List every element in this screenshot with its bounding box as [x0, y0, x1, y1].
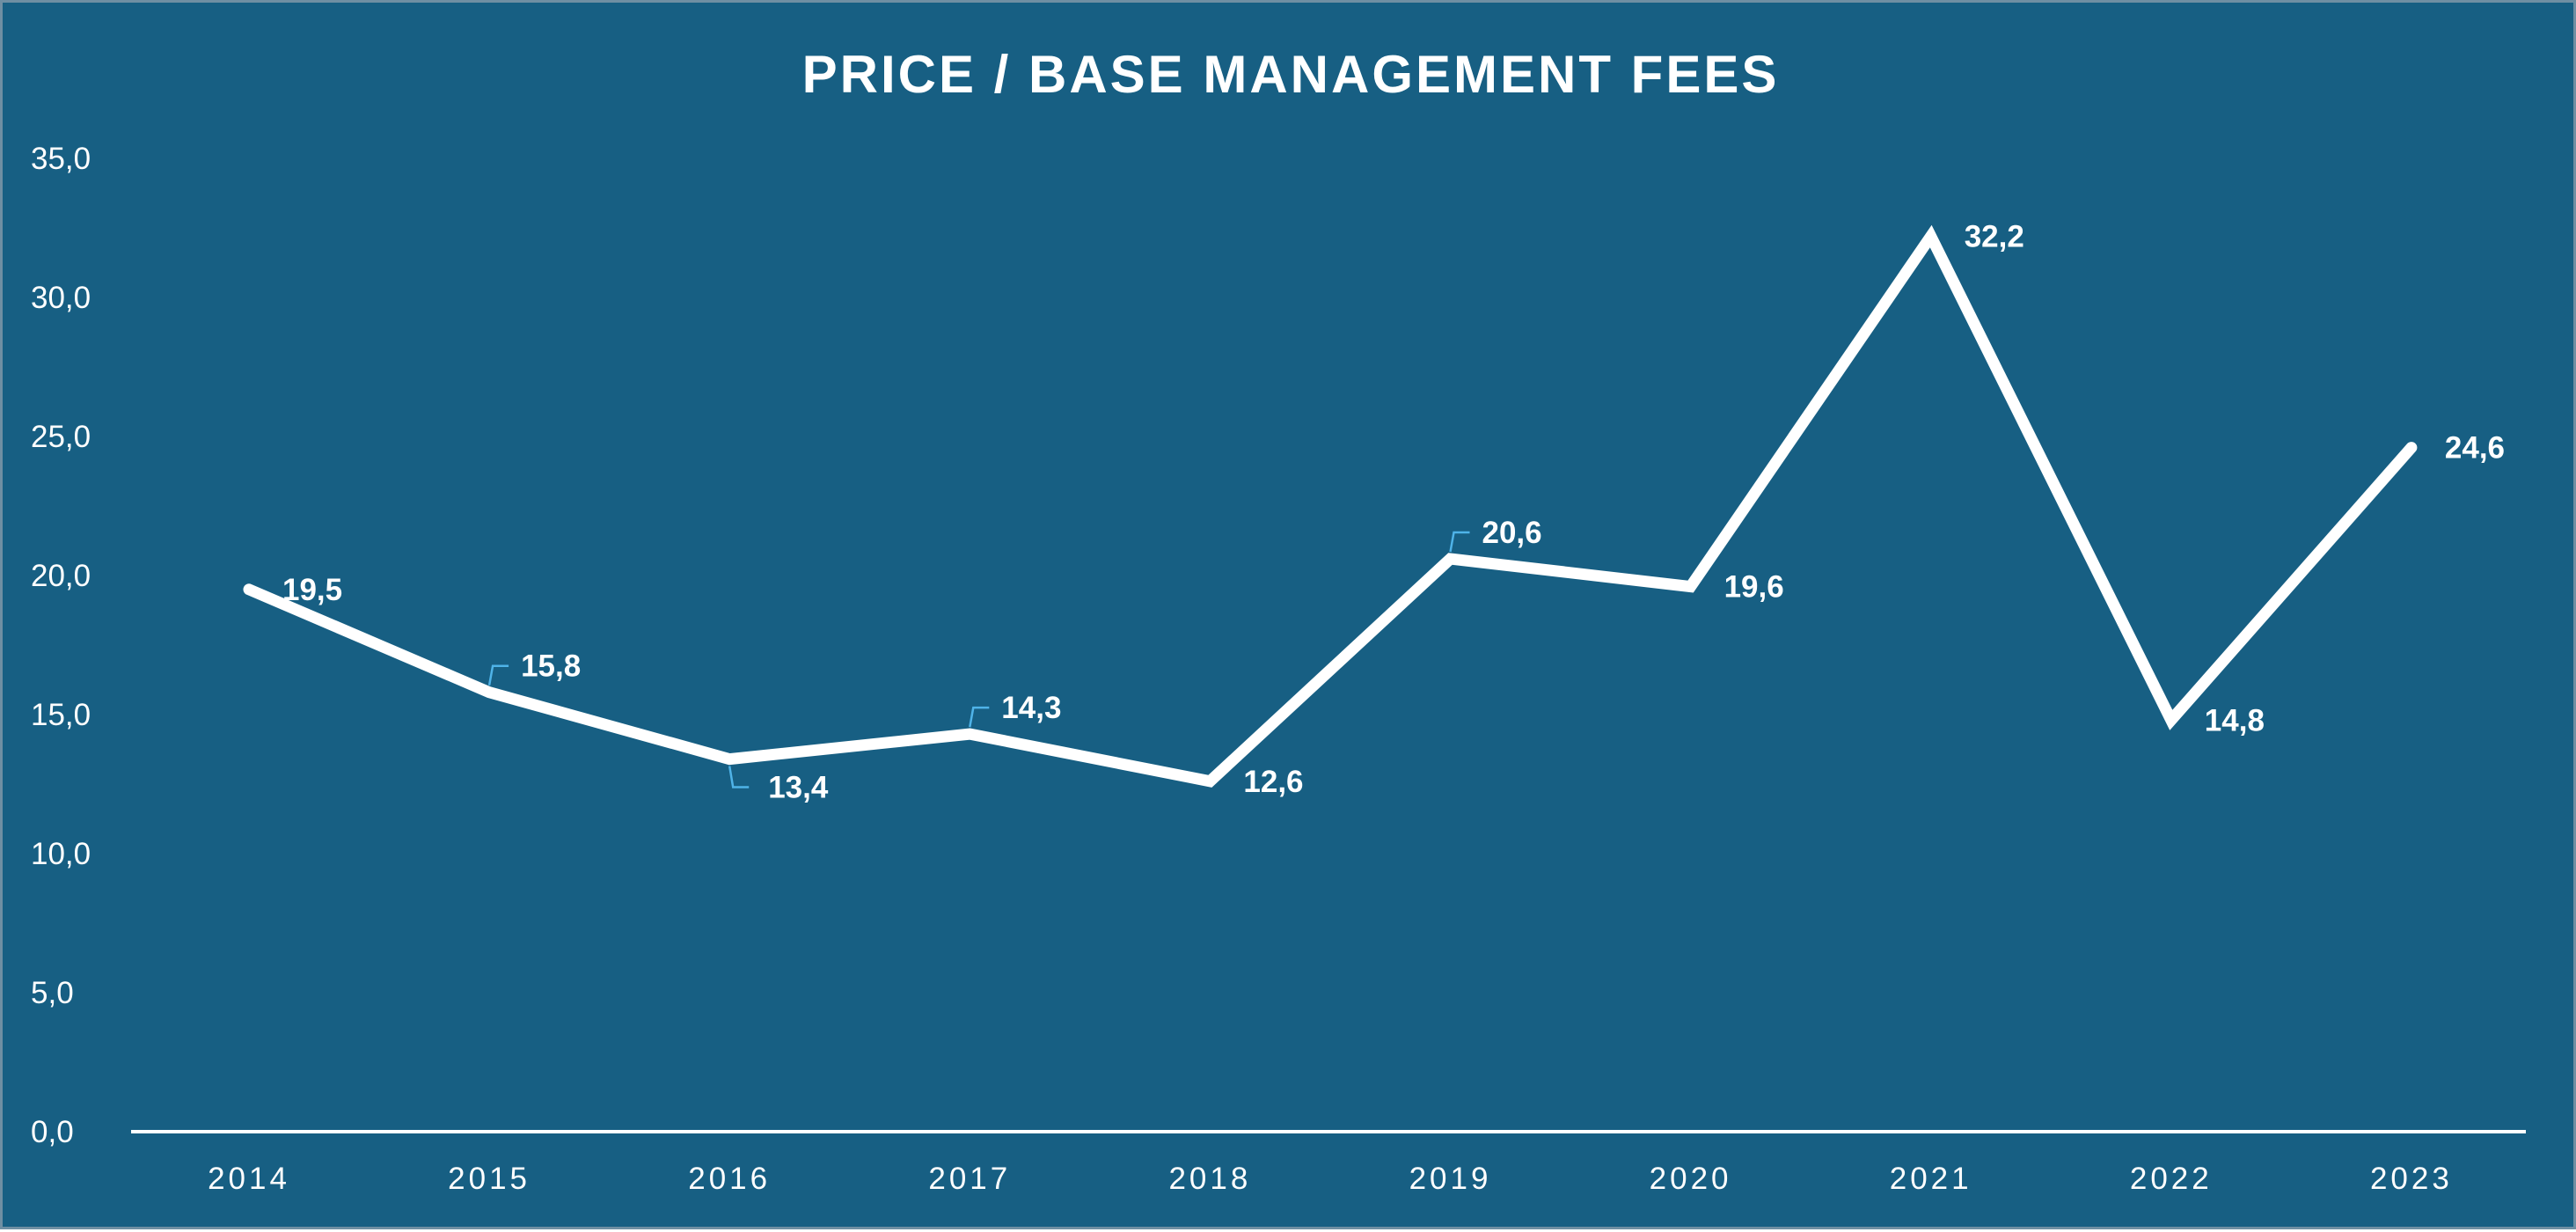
y-tick-label: 25,0 [31, 420, 91, 454]
chart-title: PRICE / BASE MANAGEMENT FEES [802, 45, 1780, 104]
y-tick-label: 30,0 [31, 281, 91, 315]
x-tick-label: 2020 [1650, 1162, 1732, 1196]
y-tick-label: 35,0 [31, 142, 91, 176]
y-tick-label: 15,0 [31, 698, 91, 732]
data-label: 32,2 [1965, 219, 2024, 253]
data-label: 15,8 [521, 649, 581, 684]
y-tick-label: 5,0 [31, 976, 74, 1010]
data-point [1445, 554, 1456, 565]
label-leader-line [728, 766, 750, 788]
data-point [244, 583, 254, 595]
x-tick-label: 2015 [448, 1162, 531, 1196]
data-points [244, 231, 2417, 787]
label-leader-line [487, 664, 509, 686]
data-labels: 19,5 15,8 13,4 14,3 12,6 20,6 19,6 32,2 14,8 24,6 [282, 219, 2505, 804]
x-tick-label: 2018 [1168, 1162, 1251, 1196]
y-tick-label: 20,0 [31, 559, 91, 593]
x-tick-label: 2021 [1890, 1162, 1972, 1196]
y-tick-label: 10,0 [31, 837, 91, 871]
data-point [2405, 442, 2417, 453]
series-line [243, 224, 2418, 788]
drop-lines [247, 236, 2413, 1132]
label-leader-line [1449, 531, 1470, 553]
data-label: 14,3 [1001, 691, 1061, 725]
data-point [1925, 231, 1936, 242]
leader-lines [487, 531, 1470, 788]
label-leader-line [969, 706, 990, 728]
x-axis-ticks: 2014 2015 2016 2017 2018 2019 2020 2021 2022 2023 [208, 1162, 2453, 1196]
data-point [484, 686, 495, 698]
data-point [1685, 581, 1696, 592]
data-label: 19,6 [1724, 570, 1784, 605]
data-label: 24,6 [2445, 431, 2505, 466]
data-label: 19,5 [282, 573, 342, 607]
data-label: 12,6 [1243, 765, 1303, 799]
x-tick-label: 2022 [2130, 1162, 2213, 1196]
x-tick-label: 2014 [208, 1162, 290, 1196]
x-tick-label: 2016 [688, 1162, 771, 1196]
y-tick-label: 0,0 [31, 1115, 74, 1149]
line-chart: PRICE / BASE MANAGEMENT FEES 0,0 5,0 10,0 1… [31, 45, 2526, 1196]
y-axis-ticks: 0,0 5,0 10,0 15,0 20,0 25,0 30,0 35,0 [31, 142, 91, 1149]
data-label: 14,8 [2205, 703, 2265, 737]
data-point [1204, 775, 1216, 787]
data-label: 13,4 [768, 771, 829, 805]
data-label: 20,6 [1482, 516, 1542, 550]
x-tick-label: 2023 [2370, 1162, 2453, 1196]
data-point [2165, 715, 2177, 726]
x-tick-label: 2017 [928, 1162, 1011, 1196]
data-point [724, 753, 735, 765]
data-point [964, 729, 976, 740]
x-tick-label: 2019 [1409, 1162, 1492, 1196]
